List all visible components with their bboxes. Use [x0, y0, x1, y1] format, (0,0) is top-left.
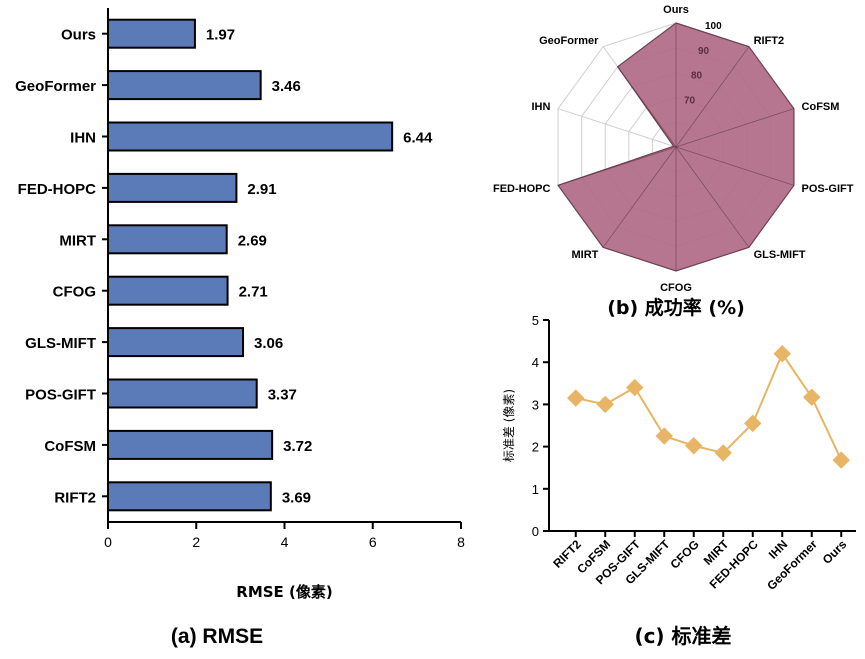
- y-tick-label: 3: [532, 397, 539, 412]
- radar-axis-label: GLS-MIFT: [754, 249, 806, 261]
- radar-ring-label: 90: [698, 46, 710, 57]
- bar: [107, 121, 394, 152]
- data-point-marker: [626, 378, 644, 397]
- radar-axis-label: FED-HOPC: [493, 183, 551, 195]
- data-label: 2.71: [239, 284, 268, 301]
- radar-ring-label: 80: [691, 71, 703, 82]
- data-point-marker: [714, 444, 732, 462]
- y-tick-label: CFOG: [53, 284, 96, 301]
- y-tick-label: 4: [532, 355, 539, 370]
- success-rate-caption: (b) 成功率 (%): [607, 296, 745, 319]
- x-tick-label: IHN: [766, 537, 791, 562]
- y-tick-label: POS-GIFT: [25, 387, 96, 404]
- data-point-marker: [567, 389, 585, 407]
- data-label: 1.97: [206, 27, 235, 44]
- radar-axis-label: CoFSM: [802, 101, 840, 113]
- data-label: 3.72: [283, 438, 312, 455]
- rmse-caption: (a) RMSE: [171, 625, 263, 648]
- data-point-marker: [655, 427, 673, 445]
- radar-inner-spoke: [675, 146, 795, 186]
- radar-axis-label: MIRT: [572, 249, 599, 261]
- bar: [107, 327, 245, 358]
- std-caption: (c) 标准差: [634, 624, 731, 648]
- series-line: [575, 351, 843, 461]
- bar: [107, 224, 228, 255]
- radar-inner-spoke: [675, 146, 750, 248]
- y-tick-label: Ours: [61, 27, 96, 44]
- y-axis-label: 标准差 (像素): [502, 389, 516, 462]
- radar-axis-label: RIFT2: [754, 35, 785, 47]
- bar: [107, 429, 274, 460]
- radar-axis-label: CFOG: [660, 282, 692, 294]
- rmse-bar-chart: Ours 1.97 GeoFormer 3.46 IHN 6.44 FED-HOPC 2.91…: [15, 8, 465, 601]
- radar-inner-spoke: [557, 146, 677, 186]
- y-tick-label: RIFT2: [54, 489, 96, 506]
- bar: [107, 172, 238, 203]
- data-point-marker: [596, 395, 614, 414]
- x-tick-label: CFOG: [667, 537, 701, 571]
- radar-axis-label: GeoFormer: [539, 35, 599, 47]
- data-label: 2.91: [247, 181, 276, 198]
- success-rate-radar-chart: 70 80 90 100 Ours RIFT2 CoFSM POS-GIFT GLS-MIFT C…: [493, 4, 854, 294]
- y-tick-label: GLS-MIFT: [25, 335, 96, 352]
- x-tick-label: 6: [369, 534, 377, 550]
- radar-axis-label: POS-GIFT: [802, 183, 854, 195]
- y-tick-label: CoFSM: [44, 438, 96, 455]
- data-label: 3.46: [272, 78, 301, 95]
- data-label: 6.44: [403, 130, 433, 147]
- radar-inner-spoke: [602, 146, 677, 248]
- radar-axis-label: IHN: [532, 101, 551, 113]
- bar: [107, 481, 272, 512]
- radar-inner-spoke: [675, 46, 750, 148]
- data-point-marker: [832, 451, 850, 469]
- x-tick-label: 2: [192, 534, 200, 550]
- bar: [107, 275, 229, 306]
- radar-inner-spoke: [617, 66, 677, 148]
- y-tick-label: 1: [532, 482, 539, 497]
- data-label: 2.69: [238, 232, 267, 249]
- y-tick-label: 2: [532, 440, 539, 455]
- radar-ring-label: 70: [684, 95, 696, 106]
- data-label: 3.37: [268, 387, 297, 404]
- y-tick-label: IHN: [70, 130, 96, 147]
- radar-ring-label: 100: [705, 21, 722, 32]
- data-label: 3.69: [282, 489, 311, 506]
- y-tick-label: GeoFormer: [15, 78, 96, 95]
- data-point-marker: [803, 388, 821, 406]
- x-tick-label: 0: [104, 534, 112, 550]
- bar: [107, 70, 262, 101]
- bar: [107, 18, 196, 49]
- y-tick-label: MIRT: [59, 232, 96, 249]
- radar-axis-label: Ours: [663, 4, 689, 16]
- x-tick-label: 4: [281, 534, 289, 550]
- data-point-marker: [773, 345, 791, 363]
- data-point-marker: [685, 437, 703, 455]
- radar-inner-spoke: [675, 108, 795, 148]
- x-tick-label: Ours: [820, 537, 850, 567]
- y-tick-label: 5: [532, 313, 539, 328]
- y-tick-label: 0: [532, 524, 539, 539]
- radar-spoke: [557, 108, 677, 148]
- x-tick-label: 8: [457, 534, 465, 550]
- y-tick-label: FED-HOPC: [18, 181, 97, 198]
- bar: [107, 378, 258, 409]
- data-point-marker: [744, 414, 762, 433]
- data-label: 3.06: [254, 335, 283, 352]
- x-axis-label: RMSE (像素): [236, 583, 332, 601]
